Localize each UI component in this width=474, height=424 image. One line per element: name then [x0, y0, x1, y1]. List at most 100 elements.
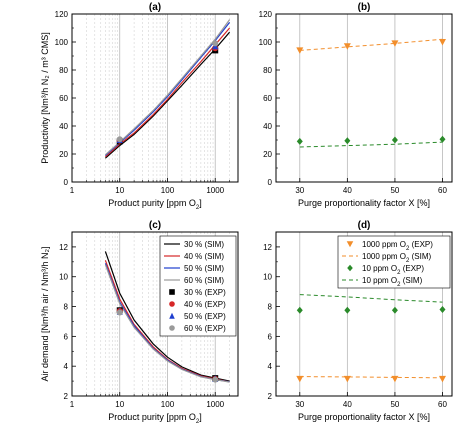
x-tick-label: 40 — [343, 400, 352, 409]
legend-label: 10 ppm O2 (EXP) — [362, 264, 424, 276]
legend-label: 40 % (SIM) — [184, 252, 224, 261]
y-tick-label: 40 — [59, 122, 68, 131]
series-line-3 — [105, 19, 231, 156]
y-tick-label: 0 — [64, 178, 69, 187]
data-point — [116, 136, 123, 143]
x-tick-label: 40 — [343, 186, 352, 195]
legend-label: 30 % (EXP) — [184, 288, 226, 297]
legend: 1000 ppm O2 (EXP)1000 ppm O2 (SIM)10 ppm… — [337, 235, 451, 289]
legend-label: 60 % (EXP) — [184, 324, 226, 333]
y-tick-label: 20 — [59, 150, 68, 159]
x-tick-label: 1000 — [206, 400, 224, 409]
data-point — [391, 375, 399, 383]
panel-title: (a) — [149, 2, 161, 13]
data-point — [439, 135, 446, 143]
y-tick-label: 4 — [64, 362, 69, 371]
x-tick-label: 10 — [115, 186, 124, 195]
series-line-0 — [105, 31, 231, 159]
y-tick-label: 12 — [263, 243, 272, 252]
plot-frame — [71, 231, 239, 397]
legend-label: 50 % (EXP) — [184, 312, 226, 321]
panel-d: 30 40 50 60 2 4 6 8 10 12 (d) Purge proportionality… — [263, 220, 453, 422]
y-tick-label: 10 — [59, 273, 68, 282]
y-tick-label: 80 — [59, 66, 68, 75]
legend-swatch — [169, 312, 175, 319]
x-tick-label: 100 — [161, 186, 175, 195]
data-point — [116, 309, 123, 316]
y-tick-label: 6 — [268, 332, 273, 341]
series-line-3 — [299, 294, 443, 303]
x-tick-label: 50 — [390, 400, 399, 409]
y-tick-label: 12 — [59, 243, 68, 252]
series-line-1 — [299, 38, 443, 51]
series-line-1 — [105, 27, 231, 158]
y-tick-label: 60 — [59, 94, 68, 103]
data-point — [344, 137, 351, 145]
series-line-3 — [104, 264, 230, 383]
y-tick-label: 6 — [64, 332, 69, 341]
y-tick-label: 120 — [259, 10, 273, 19]
legend-swatch — [347, 264, 353, 272]
legend-box — [159, 235, 237, 337]
data-point — [391, 136, 398, 144]
legend-label: 60 % (SIM) — [184, 276, 224, 285]
x-tick-label: 50 — [390, 186, 399, 195]
x-tick-label: 60 — [438, 186, 447, 195]
data-point — [391, 40, 399, 47]
y-tick-label: 4 — [268, 362, 273, 371]
panel-title: (b) — [358, 2, 371, 13]
legend-label: 40 % (EXP) — [184, 300, 226, 309]
data-point — [438, 39, 446, 46]
x-axis-label: Product purity [ppm O2] — [108, 198, 201, 211]
x-tick-label: 100 — [161, 400, 175, 409]
x-axis-label: Purge proportionality factor X [%] — [298, 198, 430, 208]
plot-frame — [275, 13, 453, 183]
y-tick-label: 100 — [259, 38, 273, 47]
legend-label: 1000 ppm O2 (EXP) — [362, 240, 433, 252]
y-axis-label: Productivity [Nm³/h N₂ / m³ CMS] — [40, 32, 50, 164]
plot-frame — [275, 231, 453, 397]
y-tick-label: 100 — [55, 38, 69, 47]
data-point — [296, 306, 303, 314]
data-point — [212, 40, 219, 47]
panel-title: (d) — [358, 220, 371, 231]
legend-label: 30 % (SIM) — [184, 240, 224, 249]
y-tick-label: 80 — [263, 66, 272, 75]
data-point — [438, 375, 446, 383]
legend-label: 10 ppm O2 (SIM) — [362, 276, 423, 288]
legend-box — [337, 235, 451, 289]
data-point — [344, 306, 351, 314]
y-tick-label: 40 — [263, 122, 272, 131]
legend-label: 50 % (SIM) — [184, 264, 224, 273]
panel-a: 1 10 100 1000 0 20 40 60 80 100 120 (a) Product puri… — [40, 2, 239, 211]
legend: 30 % (SIM) 40 % (SIM) 50 % (SIM) 60 % (SIM)… — [159, 235, 237, 337]
series-line-2 — [105, 22, 231, 156]
data-point — [439, 306, 446, 314]
y-tick-label: 8 — [64, 303, 69, 312]
data-point — [296, 375, 304, 383]
x-tick-label: 1000 — [206, 186, 224, 195]
x-tick-label: 60 — [438, 400, 447, 409]
y-tick-label: 2 — [64, 392, 69, 401]
data-point — [343, 375, 351, 383]
panel-title: (c) — [149, 220, 161, 231]
legend-swatch — [169, 289, 175, 295]
legend-label: 1000 ppm O2 (SIM) — [362, 252, 431, 264]
x-tick-label: 1 — [70, 400, 75, 409]
y-tick-label: 8 — [268, 303, 273, 312]
data-point — [296, 47, 304, 54]
data-point — [296, 137, 303, 145]
y-tick-label: 60 — [263, 94, 272, 103]
legend-swatch — [169, 301, 175, 307]
series-line-0 — [104, 251, 230, 382]
legend-swatch — [346, 241, 354, 248]
series-line-3 — [299, 141, 443, 148]
x-tick-label: 30 — [295, 400, 304, 409]
y-tick-label: 120 — [55, 10, 69, 19]
x-tick-label: 1 — [70, 186, 75, 195]
y-tick-label: 10 — [263, 273, 272, 282]
legend-swatch — [169, 325, 175, 331]
data-point — [343, 43, 351, 50]
y-axis-label: Air demand [Nm³/h air / Nm³/h N₂] — [40, 246, 50, 381]
